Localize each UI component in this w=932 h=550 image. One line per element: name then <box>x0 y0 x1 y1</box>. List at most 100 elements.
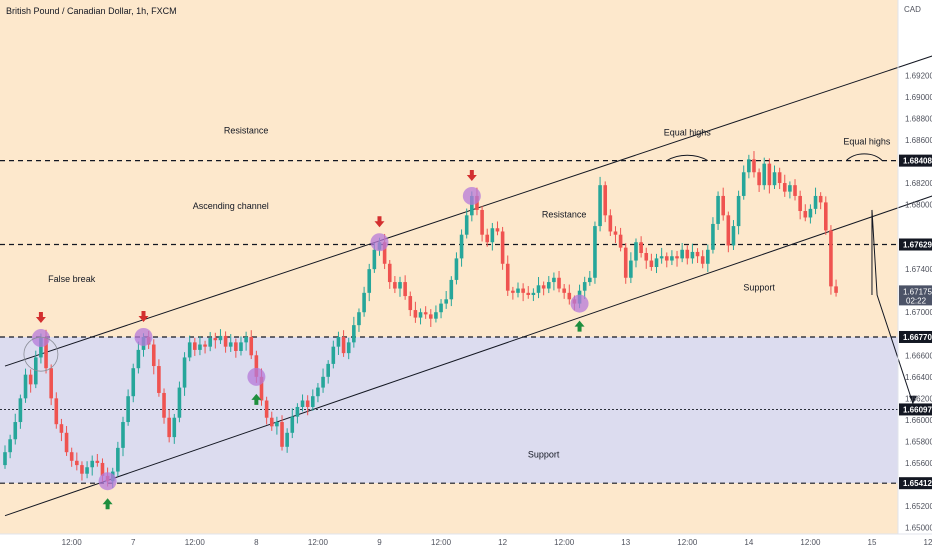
candle-up <box>762 163 767 186</box>
candle-up <box>418 312 423 318</box>
candle-up <box>634 242 638 261</box>
pivot-marker <box>462 186 481 205</box>
price-zones <box>0 0 898 534</box>
candle-down <box>829 230 833 287</box>
candle-down <box>664 256 669 261</box>
candle-up <box>352 325 356 343</box>
candle-down <box>157 366 161 393</box>
pivot-marker <box>247 367 266 386</box>
sell-arrow-icon <box>35 312 46 324</box>
candle-up <box>582 282 587 291</box>
candle-up <box>8 439 12 453</box>
candle-up <box>516 288 520 293</box>
annotation-label: Support <box>743 283 775 293</box>
candle-down <box>249 336 254 356</box>
candle-up <box>398 282 402 289</box>
candle-up <box>136 349 141 369</box>
price-tick: 1.68800 <box>905 114 932 123</box>
candle-up <box>177 387 182 418</box>
candle-down <box>259 376 264 401</box>
projection-path <box>871 209 914 404</box>
candle-up <box>187 342 192 358</box>
symbol-title: British Pound / Canadian Dollar, 1h, FXC… <box>6 6 177 16</box>
candle-up <box>444 299 448 304</box>
candle-up <box>33 357 38 385</box>
sell-arrow-icon <box>374 216 385 228</box>
candle-up <box>367 269 372 293</box>
candle-up <box>198 344 202 350</box>
annotation-label: Equal highs <box>843 136 891 146</box>
candle-down <box>695 251 700 257</box>
candle-down <box>69 452 74 461</box>
candle-up <box>331 346 336 364</box>
candle-up <box>18 398 23 423</box>
candle-down <box>234 342 238 351</box>
time-tick: 7 <box>131 538 136 547</box>
buy-arrow-icon <box>102 498 113 510</box>
annotation-label: Ascending channel <box>193 201 269 211</box>
candle-down <box>254 355 259 377</box>
annotation-label: Support <box>528 450 560 460</box>
level-price-badge <box>899 154 932 167</box>
candle-down <box>495 228 500 232</box>
candle-up <box>362 292 366 313</box>
candle-down <box>203 344 207 347</box>
pivot-marker <box>31 329 50 348</box>
candle-down <box>223 335 228 347</box>
candle-down <box>818 195 823 203</box>
candle-down <box>603 185 608 216</box>
candle-down <box>675 256 679 259</box>
candle-up <box>90 460 95 468</box>
bottom-zone <box>0 483 898 534</box>
price-tick: 1.67400 <box>905 265 932 274</box>
candle-up <box>126 396 130 423</box>
candle-down <box>521 288 525 293</box>
level-price-badge <box>899 477 932 490</box>
level-price-label: 1.65412 <box>903 479 932 488</box>
candle-down <box>64 432 69 453</box>
candle-up <box>706 249 710 264</box>
candle-down <box>726 215 731 246</box>
price-axis[interactable]: 1.69200 1.69000 1.68800 1.68600 1.68200 1.680… <box>899 71 932 533</box>
time-tick: 9 <box>377 538 382 547</box>
candle-down <box>803 211 808 218</box>
candle-up <box>357 312 361 326</box>
candle-up <box>711 223 715 250</box>
price-tick: 1.68200 <box>905 179 932 188</box>
candle-down <box>485 234 490 243</box>
candle-up <box>598 185 602 227</box>
level-price-label: 1.66770 <box>903 333 932 342</box>
candle-down <box>777 172 782 184</box>
annotation-label: Resistance <box>224 126 269 136</box>
channel-lower-line <box>4 195 932 517</box>
candle-up <box>808 208 813 218</box>
candle-up <box>285 432 289 447</box>
candle-up <box>311 396 315 407</box>
price-tick: 1.66200 <box>905 394 932 403</box>
candle-up <box>316 387 320 397</box>
candle-up <box>813 195 818 209</box>
candle-up <box>326 363 330 377</box>
pivot-marker <box>370 233 389 252</box>
equal-highs-arc <box>666 154 709 162</box>
price-tick: 1.67000 <box>905 308 932 317</box>
candle-up <box>772 172 777 186</box>
candle-up <box>228 342 233 347</box>
candle-down <box>608 215 613 232</box>
candle-down <box>54 398 59 425</box>
time-tick: 15 <box>868 538 877 547</box>
candle-down <box>95 460 100 463</box>
candle-down <box>834 286 838 293</box>
time-axis[interactable]: 12:00 7 12:00 8 12:00 9 12:00 12 12:00 13 12:00 14 1… <box>62 538 932 547</box>
candle-up <box>552 277 556 283</box>
price-tick: 1.69000 <box>905 93 932 102</box>
pivot-marker <box>134 327 153 346</box>
candle-down <box>685 249 690 259</box>
candle-up <box>121 422 125 448</box>
candle-up <box>218 335 223 341</box>
candle-up <box>295 406 300 417</box>
time-tick: 14 <box>744 538 753 547</box>
candlesticks <box>3 151 838 489</box>
candle-up <box>23 374 28 399</box>
